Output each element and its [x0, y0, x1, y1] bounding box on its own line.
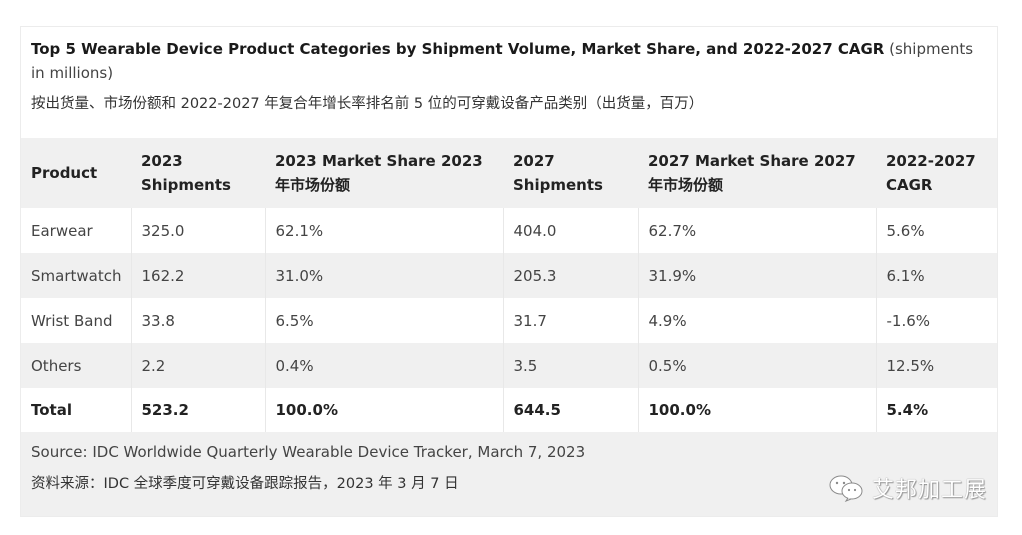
- source-note: Source: IDC Worldwide Quarterly Wearable…: [31, 443, 586, 461]
- watermark: 艾邦加工展: [828, 472, 987, 504]
- table-row: Smartwatch 162.2 31.0% 205.3 31.9% 6.1%: [21, 253, 997, 298]
- cell-2027-share: 31.9%: [637, 253, 876, 298]
- cell-product: Earwear: [21, 208, 131, 253]
- cell-cagr: 5.4%: [875, 388, 997, 432]
- header-row: Product 2023 Shipments 2023 Market Share…: [21, 138, 997, 208]
- cell-cagr: -1.6%: [875, 298, 997, 343]
- header-2023-share: 2023 Market Share 2023 年市场份额: [265, 138, 503, 208]
- cell-2023-share: 31.0%: [264, 253, 503, 298]
- cell-product: Smartwatch: [21, 253, 131, 298]
- table-card: Top 5 Wearable Device Product Categories…: [20, 26, 998, 517]
- cell-2023-share: 6.5%: [264, 298, 503, 343]
- header-2027-shipments: 2027 Shipments: [503, 138, 638, 208]
- cell-2023-shipments: 325.0: [130, 208, 265, 253]
- cell-cagr: 5.6%: [875, 208, 997, 253]
- cell-2023-shipments: 162.2: [130, 253, 265, 298]
- wechat-icon: [829, 475, 863, 502]
- cell-2027-shipments: 205.3: [502, 253, 638, 298]
- table-row: Earwear 325.0 62.1% 404.0 62.7% 5.6%: [21, 208, 997, 253]
- cell-product: Wrist Band: [21, 298, 131, 343]
- cell-2027-shipments: 644.5: [502, 388, 638, 432]
- cell-2023-shipments: 523.2: [130, 388, 265, 432]
- title-bold: Top 5 Wearable Device Product Categories…: [31, 40, 885, 58]
- table-footer: Source: IDC Worldwide Quarterly Wearable…: [21, 432, 997, 516]
- cell-2027-share: 100.0%: [637, 388, 876, 432]
- table-caption: Top 5 Wearable Device Product Categories…: [31, 37, 981, 115]
- cell-2023-shipments: 33.8: [130, 298, 265, 343]
- header-product: Product: [21, 138, 131, 208]
- header-2023-shipments: 2023 Shipments: [131, 138, 265, 208]
- cell-2027-shipments: 3.5: [502, 343, 638, 388]
- total-row: Total 523.2 100.0% 644.5 100.0% 5.4%: [21, 388, 997, 432]
- cell-product: Total: [21, 388, 131, 432]
- cell-2027-share: 0.5%: [637, 343, 876, 388]
- cell-cagr: 6.1%: [875, 253, 997, 298]
- cell-2027-share: 62.7%: [637, 208, 876, 253]
- source-note-cn: 资料来源：IDC 全球季度可穿戴设备跟踪报告，2023 年 3 月 7 日: [31, 476, 459, 492]
- cell-2023-share: 0.4%: [264, 343, 503, 388]
- cell-product: Others: [21, 343, 131, 388]
- table-title: Top 5 Wearable Device Product Categories…: [31, 37, 981, 85]
- table-row: Wrist Band 33.8 6.5% 31.7 4.9% -1.6%: [21, 298, 997, 343]
- header-cagr: 2022-2027 CAGR: [876, 138, 997, 208]
- watermark-text: 艾邦加工展: [871, 478, 987, 503]
- header-2027-share: 2027 Market Share 2027 年市场份额: [638, 138, 876, 208]
- cell-2023-share: 62.1%: [264, 208, 503, 253]
- cell-2023-share: 100.0%: [264, 388, 503, 432]
- cell-2027-shipments: 31.7: [502, 298, 638, 343]
- table-row: Others 2.2 0.4% 3.5 0.5% 12.5%: [21, 343, 997, 388]
- cell-cagr: 12.5%: [875, 343, 997, 388]
- title-unit: (shipments in millions): [31, 40, 974, 82]
- cell-2023-shipments: 2.2: [130, 343, 265, 388]
- cell-2027-share: 4.9%: [637, 298, 876, 343]
- table-subtitle-cn: 按出货量、市场份额和 2022-2027 年复合年增长率排名前 5 位的可穿戴设…: [31, 96, 704, 112]
- cell-2027-shipments: 404.0: [502, 208, 638, 253]
- shipments-table: Product 2023 Shipments 2023 Market Share…: [21, 138, 997, 432]
